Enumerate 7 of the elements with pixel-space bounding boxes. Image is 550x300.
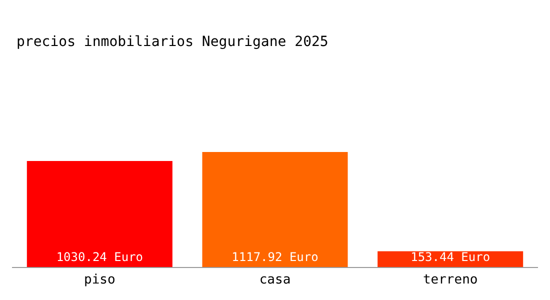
x-tick-label: casa — [259, 272, 291, 288]
data-label: 1117.92 Euro — [232, 250, 318, 264]
x-tick-label: piso — [84, 272, 116, 288]
chart-title: precios inmobiliarios Negurigane 2025 — [16, 34, 328, 50]
data-label: 153.44 Euro — [410, 250, 490, 264]
data-label: 1030.24 Euro — [56, 250, 144, 264]
x-tick-label: terreno — [422, 272, 478, 288]
